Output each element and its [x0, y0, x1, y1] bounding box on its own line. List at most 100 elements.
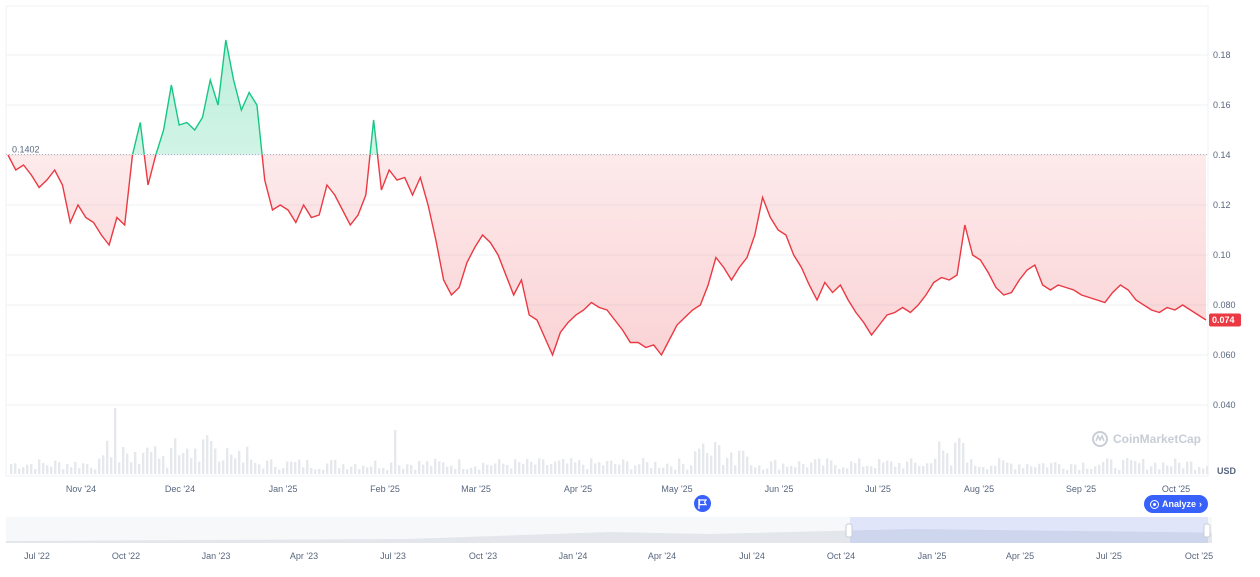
- volume-bar: [290, 461, 293, 474]
- x-tick-label: Jan '25: [269, 484, 298, 494]
- x-tick-label: Jun '25: [765, 484, 794, 494]
- volume-bar: [902, 468, 905, 474]
- volume-bar: [678, 458, 681, 474]
- volume-bar: [562, 459, 565, 474]
- y-tick-label: 0.10: [1213, 250, 1231, 260]
- volume-bar: [146, 447, 149, 474]
- volume-bar: [314, 469, 317, 474]
- volume-bar: [774, 459, 777, 474]
- volume-bar: [962, 443, 965, 474]
- volume-bar: [1122, 459, 1125, 474]
- volume-bar: [150, 452, 153, 474]
- volume-bar: [494, 463, 497, 474]
- volume-bar: [942, 450, 945, 474]
- volume-bar: [926, 463, 929, 474]
- volume-bar: [318, 469, 321, 474]
- volume-bar: [274, 466, 277, 474]
- analyze-button[interactable]: Analyze ›: [1144, 495, 1208, 513]
- event-flag-button[interactable]: [694, 495, 711, 512]
- volume-bar: [526, 459, 529, 474]
- range-navigator[interactable]: [6, 517, 1212, 543]
- volume-bar: [986, 469, 989, 474]
- volume-bar: [658, 467, 661, 474]
- volume-bar: [302, 467, 305, 474]
- volume-bar: [1166, 465, 1169, 474]
- volume-bar: [594, 463, 597, 474]
- volume-bar: [586, 469, 589, 474]
- volume-bar: [906, 461, 909, 474]
- x-tick-label: Feb '25: [370, 484, 400, 494]
- volume-bar: [618, 464, 621, 474]
- navigator-tick-label: Oct '24: [827, 551, 855, 561]
- volume-bar: [950, 465, 953, 474]
- volume-bar: [1190, 461, 1193, 474]
- volume-bar: [506, 464, 509, 474]
- volume-bar: [266, 460, 269, 474]
- volume-bar: [1066, 469, 1069, 474]
- volume-bar: [82, 463, 85, 474]
- volume-bar: [222, 460, 225, 474]
- volume-bar: [1162, 462, 1165, 474]
- y-tick-label: 0.18: [1213, 50, 1231, 60]
- volume-bar: [66, 464, 69, 474]
- volume-bar: [322, 469, 325, 474]
- y-tick-label: 0.040: [1213, 400, 1236, 410]
- volume-bar: [1098, 464, 1101, 474]
- volume-bar: [70, 467, 73, 474]
- navigator-left-handle[interactable]: [845, 523, 853, 538]
- volume-bar: [90, 467, 93, 474]
- volume-bar: [310, 467, 313, 474]
- volume-bar: [894, 466, 897, 474]
- volume-bar: [982, 467, 985, 474]
- volume-bar: [122, 447, 125, 474]
- volume-bar: [438, 461, 441, 474]
- volume-bar: [1094, 466, 1097, 474]
- volume-bar: [954, 442, 957, 474]
- volume-bar: [486, 464, 489, 474]
- volume-bar: [78, 468, 81, 474]
- x-axis: Nov '24 Dec '24 Jan '25 Feb '25 Mar '25 Apr '…: [66, 484, 1190, 494]
- volume-bar: [590, 458, 593, 474]
- volume-bar: [458, 459, 461, 474]
- volume-bar: [1142, 459, 1145, 474]
- volume-bar: [130, 462, 133, 474]
- volume-bar: [1014, 469, 1017, 474]
- volume-bar: [742, 450, 745, 474]
- volume-bar: [1018, 464, 1021, 474]
- volume-bar: [1054, 462, 1057, 474]
- volume-bar: [974, 465, 977, 474]
- volume-bar: [1138, 463, 1141, 474]
- x-tick-label: Mar '25: [461, 484, 491, 494]
- chevron-right-icon: ›: [1199, 499, 1202, 509]
- volume-bar: [1062, 468, 1065, 474]
- volume-bar: [1182, 468, 1185, 474]
- volume-bar: [1134, 460, 1137, 474]
- x-tick-label: Sep '25: [1066, 484, 1096, 494]
- volume-bar: [30, 463, 33, 474]
- navigator-right-handle[interactable]: [1203, 523, 1211, 538]
- volume-bar: [354, 464, 357, 474]
- volume-bar: [886, 460, 889, 474]
- volume-bar: [1110, 459, 1113, 474]
- plot-frame: [5, 5, 1209, 477]
- volume-bar: [42, 462, 45, 474]
- volume-bar: [162, 456, 165, 474]
- current-price-badge: [1209, 313, 1241, 327]
- volume-bar: [462, 469, 465, 474]
- y-axis: 0.040 0.060 0.080 0.10 0.12 0.14 0.16 0.18: [1213, 50, 1236, 410]
- x-tick-label: Dec '24: [165, 484, 195, 494]
- volume-bar: [1030, 466, 1033, 474]
- volume-bar: [118, 462, 121, 474]
- volume-bar: [574, 462, 577, 474]
- volume-bar: [10, 464, 13, 474]
- volume-bar: [478, 469, 481, 474]
- volume-bar: [450, 465, 453, 474]
- volume-bar: [1050, 462, 1053, 474]
- volume-bar: [1082, 462, 1085, 474]
- navigator-selection[interactable]: [850, 517, 1208, 543]
- volume-bar: [414, 469, 417, 474]
- volume-bar: [650, 468, 653, 474]
- volume-bar: [422, 464, 425, 474]
- navigator-tick-label: Jul '22: [24, 551, 50, 561]
